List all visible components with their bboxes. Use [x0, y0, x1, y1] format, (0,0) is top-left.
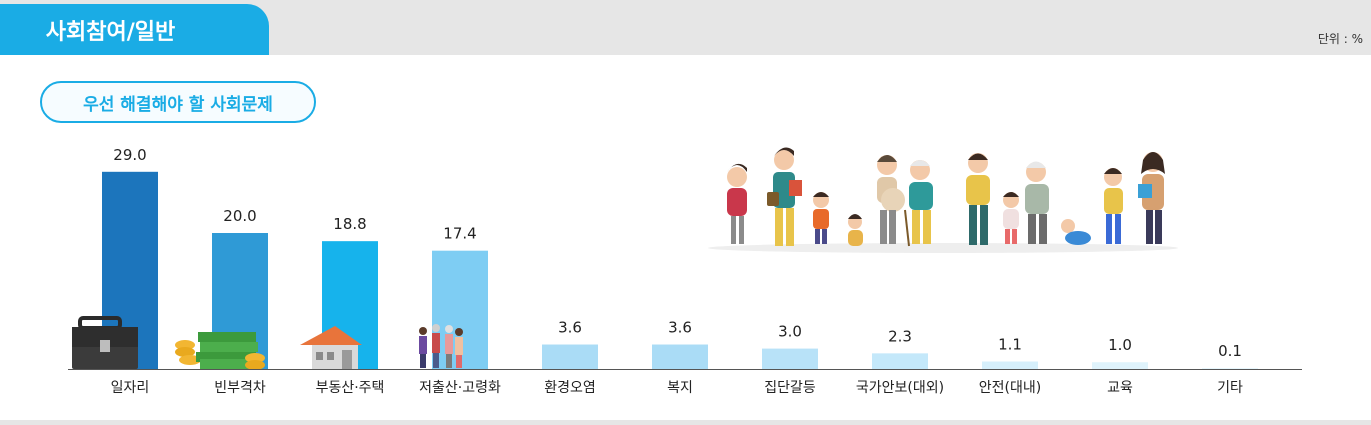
bars-group [102, 171, 1258, 369]
bar-8 [872, 353, 928, 369]
category-label-4: 저출산·고령화 [419, 380, 501, 396]
family-generations-illustration [708, 147, 1178, 253]
unit-label: 단위 : % [1317, 32, 1363, 46]
value-label-8: 2.3 [888, 327, 912, 345]
category-label-1: 일자리 [111, 380, 150, 396]
value-label-1: 29.0 [113, 146, 146, 164]
bar-5 [542, 344, 598, 369]
bar-9 [982, 361, 1038, 369]
value-label-7: 3.0 [778, 323, 802, 341]
bar-10 [1092, 362, 1148, 369]
value-label-2: 20.0 [223, 207, 256, 225]
category-label-2: 빈부격차 [214, 380, 266, 396]
category-label-9: 안전(대내) [979, 380, 1041, 396]
value-label-4: 17.4 [443, 225, 476, 243]
section-tab[interactable]: 사회참여/일반 [0, 4, 269, 55]
category-label-5: 환경오염 [544, 380, 596, 396]
house-icon [300, 326, 362, 369]
category-label-8: 국가안보(대외) [856, 380, 944, 396]
bar-6 [652, 344, 708, 369]
value-label-3: 18.8 [333, 215, 366, 233]
category-label-7: 집단갈등 [764, 380, 816, 396]
icons-group [72, 316, 463, 370]
chart-title: 우선 해결해야 할 사회문제 [40, 81, 316, 123]
briefcase-icon [72, 316, 138, 369]
bar-11 [1202, 368, 1258, 369]
labels-group: 29.0 일자리 20.0 빈부격차 18.8 부동산·주택 17.4 저출산·고령화 3.6 환… [111, 146, 1243, 396]
category-label-6: 복지 [667, 380, 693, 396]
category-label-3: 부동산·주택 [316, 380, 385, 396]
value-label-9: 1.1 [998, 336, 1022, 354]
category-label-10: 교육 [1107, 380, 1133, 396]
value-label-6: 3.6 [668, 319, 692, 337]
footer-bar [0, 420, 1371, 425]
bar-7 [762, 348, 818, 369]
value-label-10: 1.0 [1108, 336, 1132, 354]
category-label-11: 기타 [1217, 380, 1243, 396]
value-label-11: 0.1 [1218, 342, 1242, 360]
value-label-5: 3.6 [558, 319, 582, 337]
money-stack-icon [175, 332, 265, 370]
elderly-family-icon [419, 324, 463, 368]
